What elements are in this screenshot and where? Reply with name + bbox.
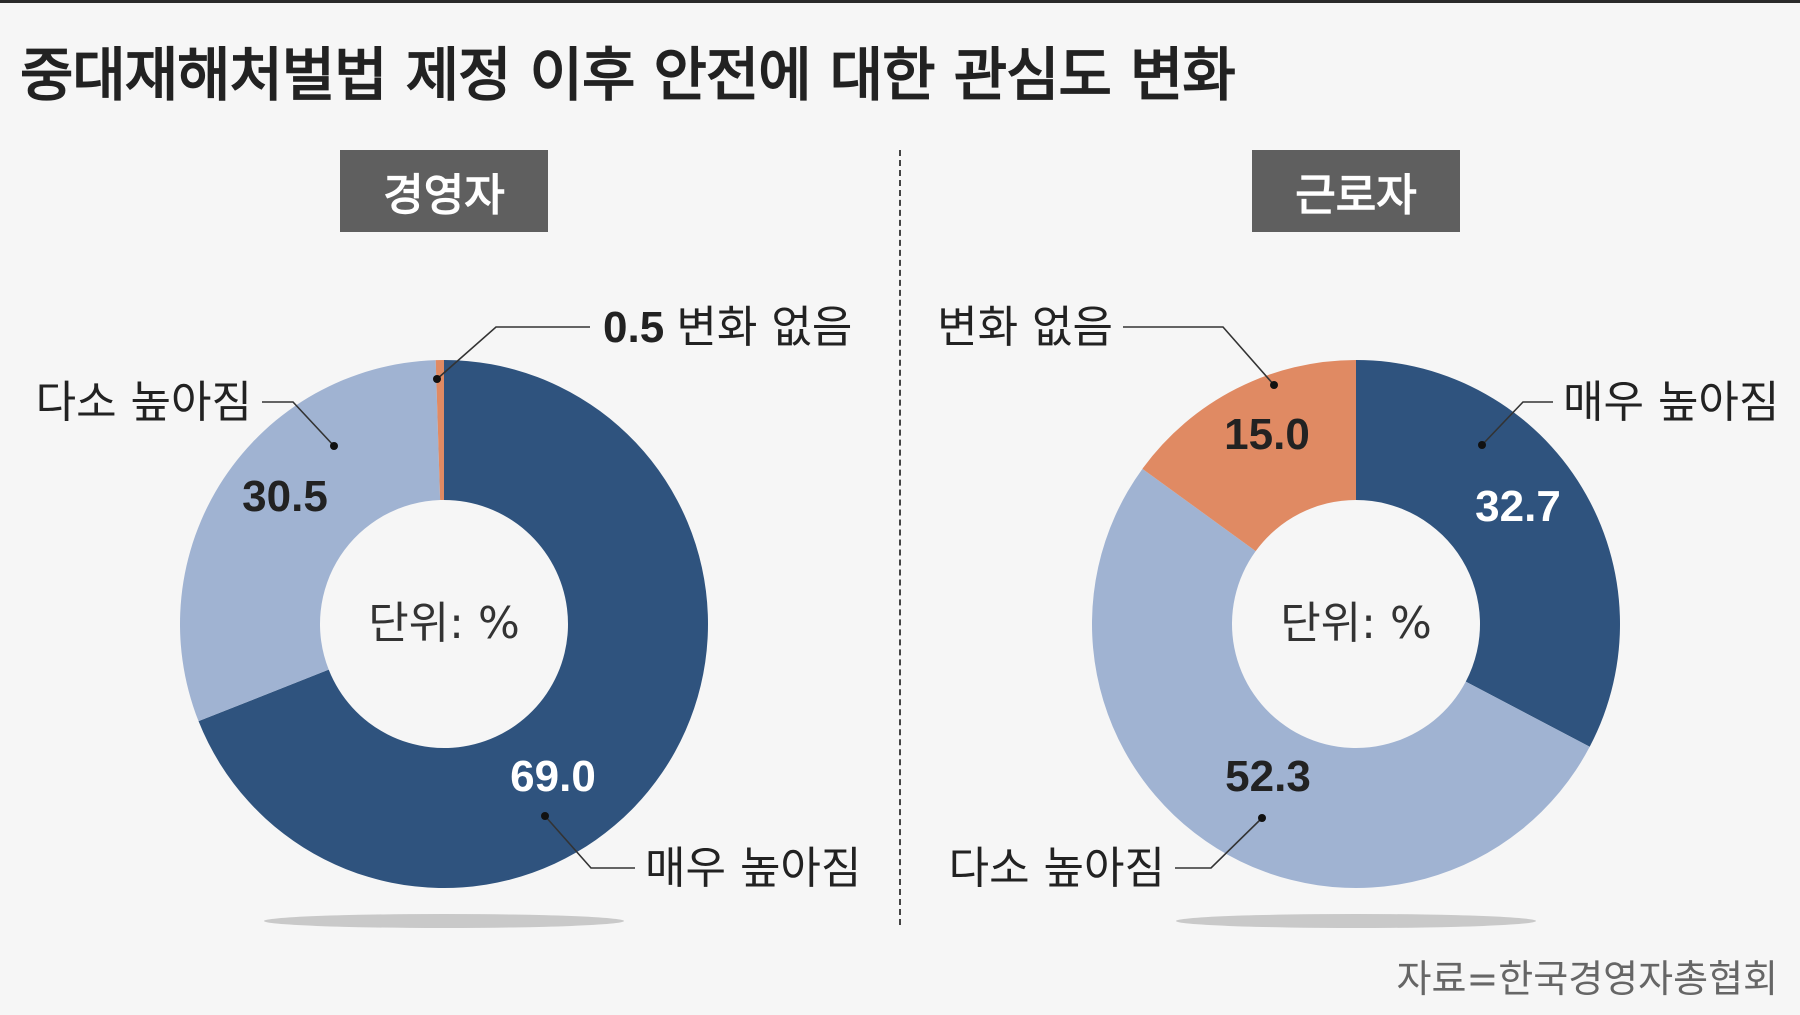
category-label-no-change-workers: 변화 없음 (937, 302, 1113, 353)
value-label-very-increased-workers: 32.7 (1475, 482, 1561, 531)
category-text-no-change-managers: 변화 없음 (676, 302, 852, 353)
leader-line-very-increased-managers (544, 815, 635, 869)
leader-dot-no-change-workers (1270, 381, 1278, 389)
leader-dot-no-change-managers (433, 375, 441, 383)
page-title: 중대재해처벌법 제정 이후 안전에 대한 관심도 변화 (20, 41, 1236, 109)
value-label-very-increased-managers: 69.0 (510, 752, 596, 801)
leader-dot-very-increased-workers (1478, 441, 1486, 449)
leader-line-no-change-managers (436, 326, 590, 380)
leader-line-no-change-workers (1123, 326, 1275, 386)
leader-line-somewhat-increased-workers (1175, 817, 1263, 869)
unit-label-workers: 단위: % (1280, 598, 1432, 649)
slice-very-increased-workers (1356, 360, 1620, 747)
panel-title-managers: 경영자 (340, 150, 548, 232)
slice-no-change-workers (1142, 360, 1356, 552)
value-label-somewhat-increased-workers: 52.3 (1225, 752, 1311, 801)
value-label-no-change-managers: 0.5 (603, 303, 676, 352)
leader-line-somewhat-increased-managers (262, 401, 335, 447)
category-label-very-increased-workers: 매우 높아짐 (1563, 377, 1779, 428)
slice-no-change-managers (435, 360, 444, 501)
source-note: 자료=한국경영자총협회 (1396, 957, 1778, 1001)
category-label-very-increased-managers: 매우 높아짐 (645, 843, 861, 894)
value-label-no-change-workers: 15.0 (1224, 410, 1310, 459)
category-label-somewhat-increased-managers: 다소 높아짐 (36, 377, 252, 428)
unit-label-managers: 단위: % (368, 598, 520, 649)
value-label-somewhat-increased-managers: 30.5 (242, 472, 328, 521)
leader-dot-somewhat-increased-workers (1258, 814, 1266, 822)
leader-line-very-increased-workers (1481, 401, 1553, 446)
panel-divider (899, 150, 901, 925)
leader-dot-very-increased-managers (541, 812, 549, 820)
category-label-somewhat-increased-workers: 다소 높아짐 (949, 843, 1165, 894)
slice-somewhat-increased-workers (1091, 468, 1590, 889)
leader-dot-somewhat-increased-managers (330, 442, 338, 450)
chart-shadow-managers (264, 914, 624, 928)
slice-very-increased-managers (198, 360, 708, 889)
top-rule (0, 0, 1800, 3)
slice-somewhat-increased-managers (180, 360, 441, 722)
panel-title-workers: 근로자 (1252, 150, 1460, 232)
category-label-no-change-managers: 0.5 변화 없음 (603, 302, 852, 353)
chart-shadow-workers (1176, 914, 1536, 928)
